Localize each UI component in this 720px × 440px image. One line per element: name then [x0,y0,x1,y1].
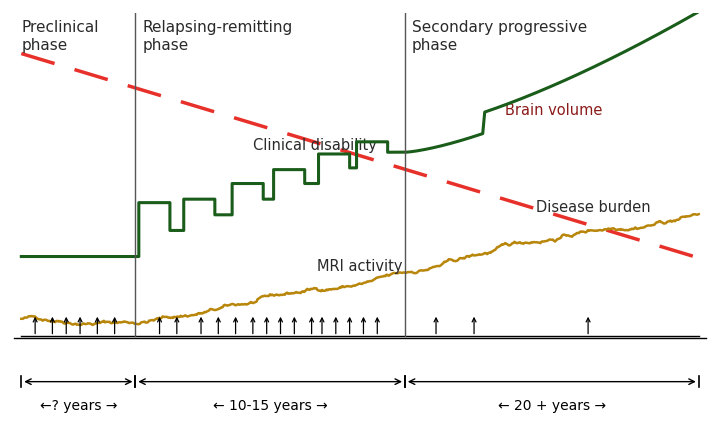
Text: ←? years →: ←? years → [40,399,117,413]
Text: MRI activity: MRI activity [318,260,402,275]
Text: Brain volume: Brain volume [505,103,603,118]
Text: Preclinical
phase: Preclinical phase [22,20,99,52]
Text: Clinical disability: Clinical disability [253,138,377,153]
Text: Disease burden: Disease burden [536,200,651,215]
Text: Relapsing-remitting
phase: Relapsing-remitting phase [143,20,292,52]
Text: Secondary progressive
phase: Secondary progressive phase [412,20,587,52]
Text: ← 20 + years →: ← 20 + years → [498,399,606,413]
Text: ← 10-15 years →: ← 10-15 years → [213,399,328,413]
